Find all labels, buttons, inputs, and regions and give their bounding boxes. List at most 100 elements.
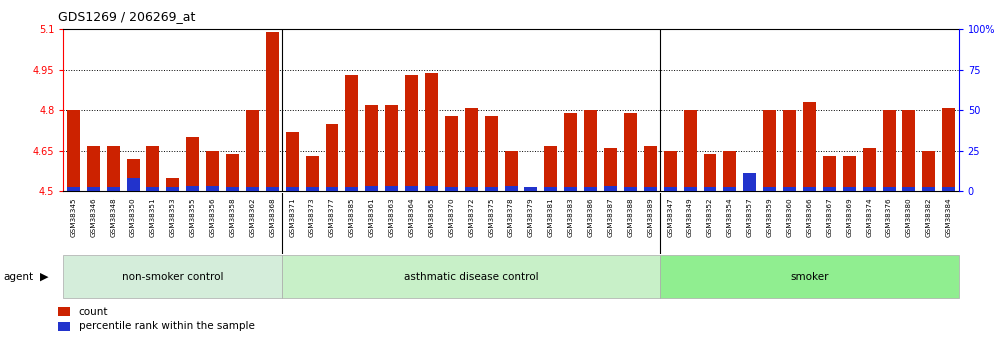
Bar: [345, 75, 358, 191]
Bar: [107, 146, 120, 191]
Text: GSM38357: GSM38357: [747, 197, 753, 237]
Bar: [87, 146, 100, 191]
Text: GSM38348: GSM38348: [110, 197, 116, 237]
Text: GSM38380: GSM38380: [906, 197, 912, 237]
Bar: [564, 113, 577, 191]
Bar: [186, 186, 199, 191]
Text: GSM38351: GSM38351: [150, 197, 156, 237]
Bar: [484, 187, 497, 191]
Text: GSM38382: GSM38382: [925, 197, 931, 237]
Bar: [246, 187, 259, 191]
Bar: [664, 151, 677, 191]
Bar: [127, 178, 140, 191]
Bar: [863, 187, 876, 191]
Bar: [643, 146, 657, 191]
Text: GSM38365: GSM38365: [428, 197, 434, 237]
Bar: [227, 187, 239, 191]
Bar: [166, 178, 179, 191]
Bar: [684, 187, 697, 191]
Bar: [87, 187, 100, 191]
Text: GSM38368: GSM38368: [269, 197, 275, 237]
Text: GSM38375: GSM38375: [488, 197, 494, 237]
Bar: [386, 105, 398, 191]
Bar: [743, 172, 756, 191]
Text: GSM38371: GSM38371: [289, 197, 295, 237]
Text: GSM38345: GSM38345: [70, 197, 77, 237]
Text: GSM38352: GSM38352: [707, 197, 713, 237]
Bar: [345, 187, 358, 191]
Bar: [843, 156, 856, 191]
Text: GSM38379: GSM38379: [528, 197, 534, 237]
Bar: [882, 187, 895, 191]
Text: smoker: smoker: [790, 272, 829, 282]
Text: GSM38367: GSM38367: [827, 197, 833, 237]
Bar: [882, 110, 895, 191]
Text: GSM38350: GSM38350: [130, 197, 136, 237]
Bar: [902, 110, 915, 191]
Text: GSM38388: GSM38388: [627, 197, 633, 237]
Bar: [943, 108, 956, 191]
Bar: [505, 151, 518, 191]
Bar: [704, 187, 716, 191]
Bar: [266, 32, 279, 191]
Text: GSM38389: GSM38389: [648, 197, 654, 237]
Text: GSM38363: GSM38363: [389, 197, 395, 237]
Text: GDS1269 / 206269_at: GDS1269 / 206269_at: [58, 10, 195, 23]
Text: GSM38374: GSM38374: [866, 197, 872, 237]
Bar: [743, 189, 756, 191]
Text: GSM38384: GSM38384: [946, 197, 952, 237]
Bar: [902, 187, 915, 191]
Bar: [525, 187, 538, 191]
Bar: [127, 159, 140, 191]
Bar: [843, 187, 856, 191]
Text: GSM38355: GSM38355: [189, 197, 195, 237]
Text: GSM38346: GSM38346: [91, 197, 97, 237]
Bar: [584, 110, 597, 191]
Bar: [684, 110, 697, 191]
Text: count: count: [79, 307, 108, 316]
Text: GSM38377: GSM38377: [329, 197, 335, 237]
Bar: [166, 187, 179, 191]
Bar: [246, 110, 259, 191]
Bar: [66, 187, 80, 191]
Text: GSM38349: GSM38349: [687, 197, 693, 237]
Text: GSM38381: GSM38381: [548, 197, 554, 237]
Bar: [186, 137, 199, 191]
Text: GSM38369: GSM38369: [846, 197, 852, 237]
Text: GSM38372: GSM38372: [468, 197, 474, 237]
Bar: [425, 72, 438, 191]
Text: GSM38383: GSM38383: [568, 197, 574, 237]
Bar: [306, 156, 318, 191]
Bar: [325, 187, 338, 191]
Text: GSM38364: GSM38364: [409, 197, 415, 237]
Bar: [525, 189, 538, 191]
Bar: [107, 187, 120, 191]
Bar: [823, 187, 836, 191]
Bar: [823, 156, 836, 191]
Text: GSM38373: GSM38373: [309, 197, 315, 237]
Bar: [266, 187, 279, 191]
Bar: [643, 187, 657, 191]
Bar: [564, 187, 577, 191]
Bar: [863, 148, 876, 191]
Bar: [943, 187, 956, 191]
Bar: [286, 187, 299, 191]
Bar: [366, 105, 379, 191]
Text: GSM38386: GSM38386: [588, 197, 594, 237]
Bar: [661, 255, 959, 298]
Text: GSM38366: GSM38366: [807, 197, 813, 237]
Bar: [63, 255, 282, 298]
Bar: [505, 186, 518, 191]
Bar: [286, 132, 299, 191]
Bar: [465, 187, 477, 191]
Bar: [445, 116, 458, 191]
Bar: [664, 187, 677, 191]
Bar: [922, 187, 936, 191]
Bar: [922, 151, 936, 191]
Bar: [484, 116, 497, 191]
Bar: [206, 186, 220, 191]
Bar: [604, 148, 617, 191]
Bar: [783, 110, 796, 191]
Text: GSM38354: GSM38354: [727, 197, 733, 237]
Text: GSM38353: GSM38353: [170, 197, 176, 237]
